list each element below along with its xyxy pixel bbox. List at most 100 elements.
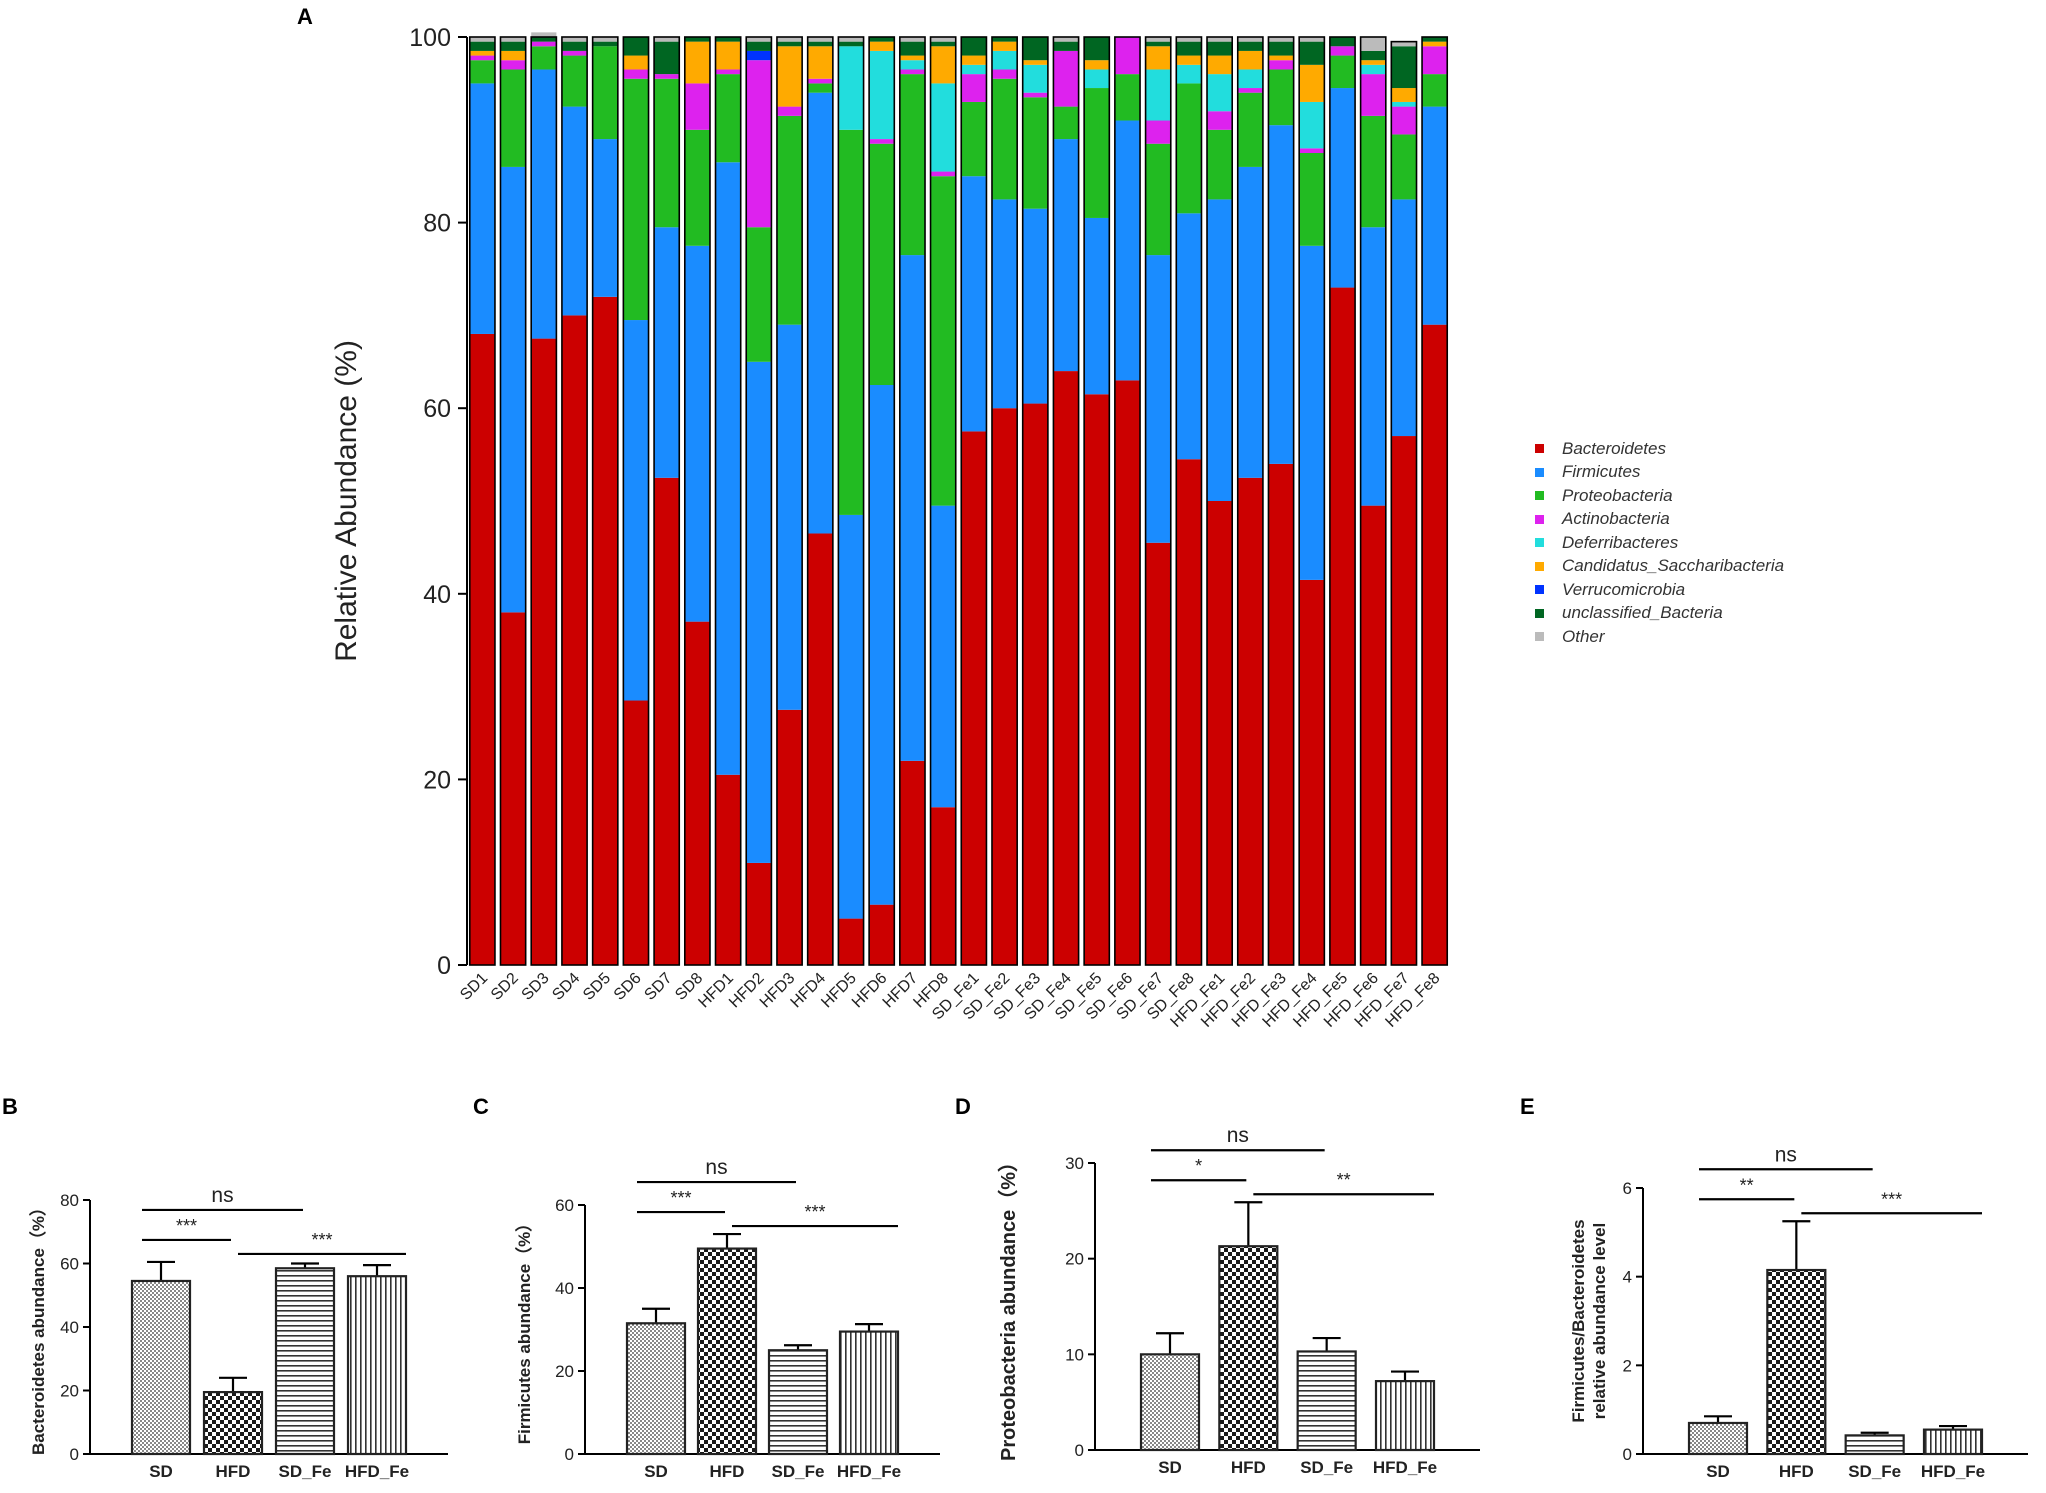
stacked-bar-segment	[1299, 64, 1325, 102]
stacked-bar-outline	[1052, 36, 1080, 966]
y-tick-label: 4	[1623, 1268, 1632, 1287]
y-tick-label: 0	[70, 1445, 79, 1464]
stacked-bar-outline	[960, 36, 988, 966]
y-tick-label: 20	[60, 1382, 79, 1401]
stacked-bar-segment	[1176, 64, 1202, 84]
stacked-bar-segment	[1053, 371, 1079, 966]
stacked-bar-segment	[746, 361, 772, 863]
stacked-bar-segment	[1022, 64, 1048, 93]
x-tick-label: SD	[149, 1462, 173, 1481]
stacked-bar-segment	[1329, 88, 1356, 288]
stacked-bar-segment	[1114, 120, 1141, 381]
legend-swatch	[1535, 561, 1544, 571]
x-tick-label: HFD_Fe	[345, 1462, 409, 1481]
stacked-bar-segment	[746, 50, 772, 61]
stacked-bar-segment	[469, 50, 495, 56]
significance-label: **	[1740, 1175, 1754, 1195]
stacked-bar-segment	[1114, 380, 1141, 965]
legend-label: unclassified_Bacteria	[1562, 603, 1723, 623]
stacked-bar-segment	[684, 83, 710, 130]
stacked-bar-outline	[1175, 36, 1203, 966]
x-tick-label: SD7	[641, 970, 675, 1004]
y-tick-label: 40	[555, 1279, 574, 1298]
stacked-bar-outline	[1421, 36, 1449, 966]
panel-label-b: B	[2, 1094, 18, 1119]
panel-c-bar-chart: C 0 20 40 60 Firmicutes abundance（%） SD HFD SD_F…	[473, 1094, 940, 1481]
stacked-bar-segment	[623, 55, 649, 70]
significance-label: ns	[1775, 1143, 1797, 1166]
significance-label: ns	[1227, 1124, 1249, 1147]
stacked-bar-segment	[1422, 41, 1448, 47]
stacked-bar-segment	[684, 129, 710, 246]
stacked-bar-segment	[684, 37, 710, 42]
stacked-bar-segment	[1299, 148, 1325, 153]
y-tick-label: 20	[423, 766, 451, 794]
stacked-bar-segment	[1084, 60, 1110, 70]
stacked-bar-segment	[776, 41, 803, 47]
stacked-bar-segment	[1207, 41, 1233, 56]
y-axis-title-line: Firmicutes/Bacteroidetes	[1569, 1219, 1588, 1422]
stacked-bar-segment	[930, 807, 956, 965]
legend-swatch	[1535, 467, 1544, 477]
stacked-bar-segment	[838, 41, 864, 47]
stacked-bar-segment	[1145, 41, 1171, 47]
bar	[1139, 1353, 1201, 1452]
stacked-bar-segment	[500, 50, 526, 61]
stacked-bar-segment	[776, 46, 803, 107]
stacked-bar-segment	[684, 41, 710, 84]
stacked-bar-outline	[868, 36, 896, 966]
legend-panel-a: Bacteroidetes Firmicutes Proteobacteria Act…	[1535, 437, 1955, 649]
stacked-bar-segment	[1422, 74, 1448, 107]
stacked-bar-segment	[500, 41, 526, 51]
x-tick-label: HFD	[216, 1462, 251, 1481]
stacked-bar-outline	[1021, 36, 1049, 966]
bar	[1766, 1268, 1827, 1456]
stacked-bar-segment	[1268, 69, 1294, 126]
stacked-bar-outline	[1144, 36, 1172, 966]
stacked-bar-segment	[1207, 199, 1233, 501]
x-tick-label: HFD_Fe	[1373, 1458, 1437, 1477]
stacked-bar-segment	[715, 69, 741, 75]
y-tick-label: 30	[1065, 1154, 1084, 1173]
stacked-bar-segment	[1237, 92, 1263, 167]
legend-label: Other	[1562, 626, 1605, 646]
stacked-bar-segment	[715, 162, 741, 775]
bar	[202, 1390, 264, 1456]
bar	[274, 1267, 336, 1456]
stacked-bar-segment	[654, 74, 680, 79]
stacked-bar-segment	[746, 37, 772, 42]
legend-label: Candidatus_Saccharibacteria	[1562, 556, 1785, 576]
stacked-bar-segment	[1176, 55, 1202, 65]
stacked-bar-outline	[1390, 40, 1418, 966]
stacked-bar-segment	[1391, 199, 1417, 437]
stacked-bar-segment	[1237, 166, 1263, 478]
stacked-bar-outline	[530, 36, 558, 966]
legend-entry: Deferribacteres	[1535, 531, 1955, 555]
stacked-bar-segment	[1360, 64, 1386, 75]
stacked-bar-segment	[899, 60, 926, 70]
stacked-bar-segment	[899, 37, 926, 42]
stacked-bar-segment	[961, 431, 987, 965]
stacked-bar-outline	[499, 36, 527, 966]
stacked-bar-segment	[838, 37, 864, 42]
legend-entry: Verrucomicrobia	[1535, 578, 1955, 602]
stacked-bar-segment	[1268, 37, 1294, 42]
legend-label: Deferribacteres	[1562, 532, 1679, 552]
y-tick-label: 60	[423, 395, 451, 423]
stacked-bar-segment	[561, 315, 588, 965]
stacked-bar-outline	[468, 36, 496, 966]
stacked-bar-segment	[991, 78, 1018, 200]
stacked-bar-segment	[469, 333, 495, 966]
stacked-bar-segment	[1391, 41, 1417, 47]
stacked-bar-segment	[1360, 227, 1386, 506]
stacked-bar-segment	[1299, 153, 1325, 246]
stacked-bar-segment	[776, 106, 803, 116]
stacked-bar-outline	[837, 36, 865, 966]
stacked-bar-segment	[1114, 37, 1141, 75]
stacked-bar-segment	[746, 41, 772, 51]
stacked-bar-segment	[1176, 83, 1202, 214]
stacked-bar-outline	[1236, 36, 1264, 966]
stacked-bar-segment	[1084, 69, 1110, 89]
stacked-bar-segment	[1237, 69, 1263, 89]
stacked-bar-segment	[807, 92, 833, 534]
